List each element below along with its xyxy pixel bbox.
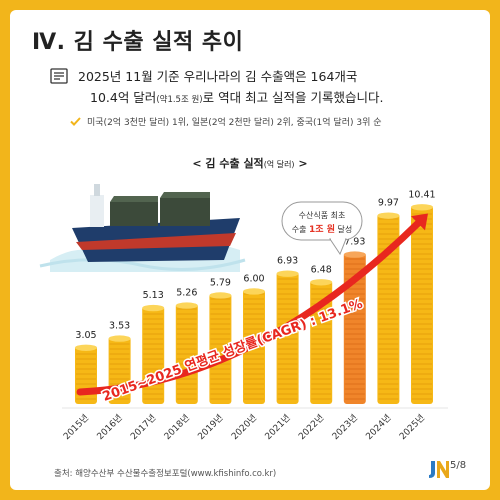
infographic-card: Ⅳ. 김 수출 실적 추이 2025년 11월 기준 우리나라의 김 수출액은 … [10, 10, 490, 490]
category-label: 2017년 [128, 412, 158, 442]
value-label: 5.26 [176, 288, 197, 299]
page-title: Ⅳ. 김 수출 실적 추이 [32, 30, 244, 55]
check-icon [70, 117, 81, 126]
value-label: 3.53 [109, 321, 130, 332]
summary-line-1: 2025년 11월 기준 우리나라의 김 수출액은 164개국 [78, 69, 358, 84]
sea-wave-light [39, 258, 246, 271]
callout-prefix: 수출 [292, 224, 309, 234]
category-label: 2024년 [364, 412, 394, 442]
chart-title-text: < 김 수출 실적 [192, 157, 264, 170]
coin-top [243, 288, 265, 295]
coin-top [209, 292, 232, 299]
value-label: 5.79 [210, 277, 231, 288]
chart-title-end: > [294, 157, 308, 170]
summary-line-2-end: 로 역대 최고 실적을 기록했습니다. [202, 90, 384, 105]
chart-title: < 김 수출 실적(억 달러) > [10, 155, 490, 171]
coin-top [175, 302, 198, 309]
bar-rect [343, 252, 366, 404]
coin-top [377, 212, 400, 219]
value-label: 6.00 [243, 273, 264, 284]
coin-top [75, 344, 97, 351]
category-label: 2018년 [162, 412, 192, 442]
coin-top [310, 279, 333, 286]
bar-rect [276, 271, 299, 404]
summary-amount: 10.4억 달러 [90, 90, 157, 105]
growth-arrow-line [76, 219, 422, 396]
value-label: 3.05 [75, 330, 96, 341]
category-label: 2025년 [397, 412, 427, 442]
category-label: 2022년 [296, 412, 326, 442]
export-bar-chart: 3.05 2015년 3.53 2016년 5.13 2017년 5.26 2018년 5.79… [39, 184, 448, 442]
jn-logo-icon [429, 461, 449, 478]
cargo-ship-icon [72, 184, 240, 262]
source-text: 출처: 해양수산부 수산물수출정보포털(www.kfishinfo.co.kr) [54, 469, 277, 479]
page-number: 5/8 [450, 460, 467, 471]
value-label: 5.13 [143, 290, 164, 301]
bar-2022년: 6.48 2022년 [296, 264, 333, 442]
value-label: 6.93 [277, 256, 298, 267]
document-icon [50, 68, 68, 84]
callout-line-2: 수출 1조 원 달성 [292, 223, 353, 235]
coin-top [108, 335, 131, 342]
coin-top [276, 270, 299, 277]
coin-top [343, 251, 366, 258]
bar-2024년: 9.97 2024년 [364, 198, 400, 442]
value-label: 9.97 [378, 198, 399, 209]
callout-bubble: 수산식품 최초 수출 1조 원 달성 [281, 201, 363, 256]
category-label: 2021년 [263, 412, 293, 442]
category-label: 2015년 [61, 412, 91, 442]
summary-won-note: (약1.5조 원) [156, 95, 203, 105]
callout-line-1: 수산식품 최초 [299, 210, 346, 220]
coin-top [411, 204, 433, 211]
category-label: 2016년 [95, 412, 125, 442]
chart-unit: (억 달러) [263, 160, 295, 169]
value-label: 10.41 [408, 189, 435, 200]
ranking-row: 미국(2억 3천만 달러) 1위, 일본(2억 2천만 달러) 2위, 중국(1… [70, 115, 382, 128]
bar-2023년: 7.93 2023년 [330, 237, 366, 442]
callout-highlight: 1조 원 [309, 223, 335, 235]
category-label: 2019년 [196, 412, 226, 442]
callout-suffix: 달성 [335, 225, 352, 234]
category-label: 2023년 [330, 412, 360, 442]
bar-2021년: 6.93 2021년 [263, 256, 299, 442]
value-label: 6.48 [311, 264, 332, 275]
bar-rect [75, 345, 97, 404]
bar-2015년: 3.05 2015년 [61, 330, 97, 442]
value-label: 7.93 [344, 237, 365, 248]
ranking-text: 미국(2억 3천만 달러) 1위, 일본(2억 2천만 달러) 2위, 중국(1… [87, 118, 382, 128]
growth-arrow-head [411, 213, 428, 231]
coin-top [142, 304, 165, 312]
summary-text: 2025년 11월 기준 우리나라의 김 수출액은 164개국 10.4억 달러… [78, 66, 478, 111]
bar-2017년: 5.13 2017년 [128, 290, 165, 442]
category-label: 2020년 [229, 412, 259, 442]
